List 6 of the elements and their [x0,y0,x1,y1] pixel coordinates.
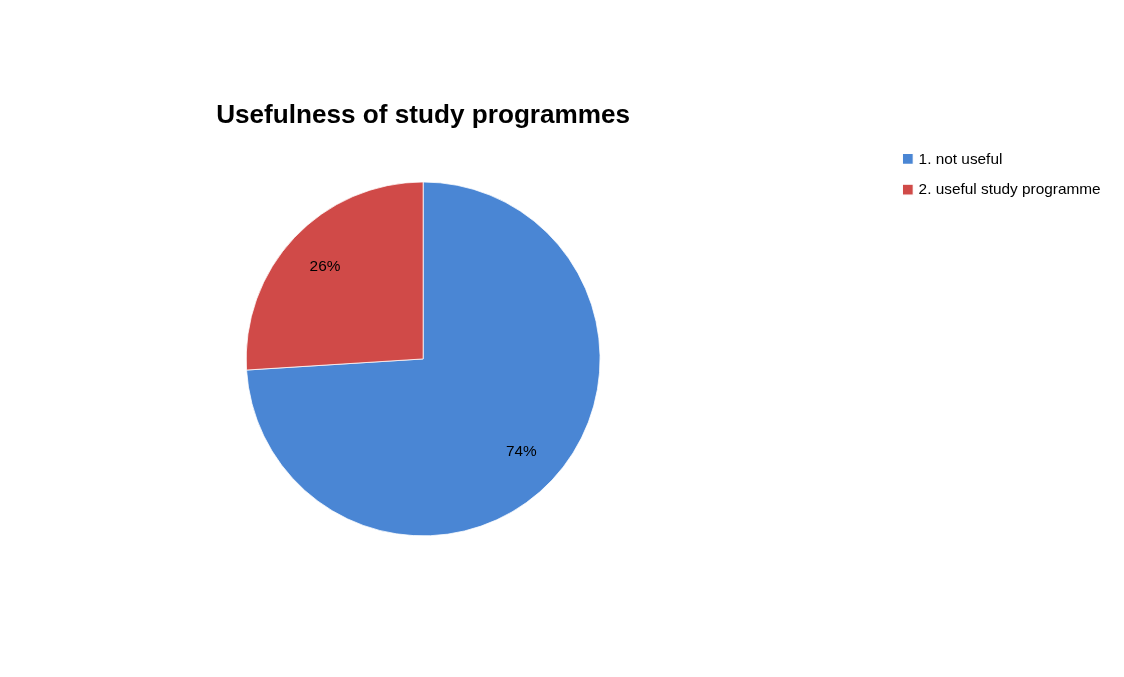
chart-title: Usefulness of study programmes [216,98,631,129]
pie-slice [246,181,601,537]
legend-label: 2. useful study programme [918,180,1101,198]
legend-label: 1. not useful [918,149,1003,167]
data-label: 74% [505,441,537,459]
data-label: 26% [309,257,341,275]
